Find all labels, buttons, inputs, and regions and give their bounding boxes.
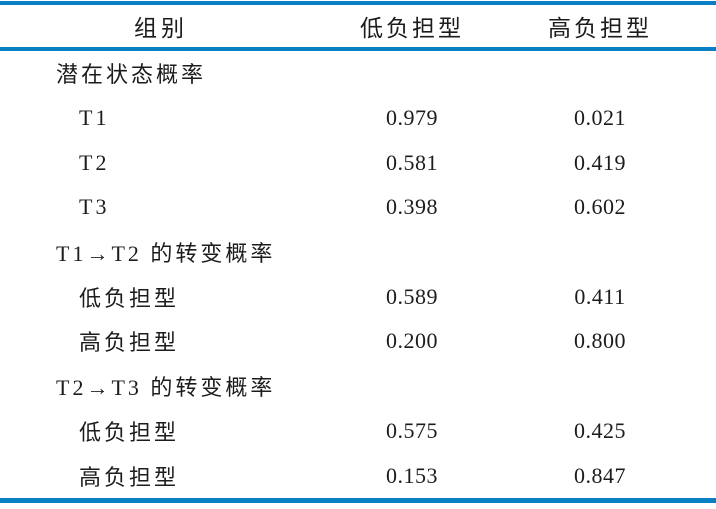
cell-low-burden: 0.979 <box>386 105 438 131</box>
table-row: T3 0.398 0.602 <box>0 185 716 230</box>
cell-high-burden: 0.847 <box>574 462 626 488</box>
cell-low-burden: 0.581 <box>386 149 438 175</box>
table-row: 高负担型 0.153 0.847 <box>0 453 716 498</box>
row-label: T3 <box>79 194 110 220</box>
cell-high-burden: 0.800 <box>574 328 626 354</box>
table-header-rule <box>0 47 716 51</box>
row-label: 高负担型 <box>79 330 180 356</box>
table-row: T2 0.581 0.419 <box>0 140 716 185</box>
cell-low-burden: 0.200 <box>386 328 438 354</box>
cell-high-burden: 0.602 <box>574 194 626 220</box>
cell-low-burden: 0.589 <box>386 283 438 309</box>
table-row-section: 潜在状态概率 <box>0 51 716 96</box>
table-body: 潜在状态概率 T1 0.979 0.021 T2 0.581 0.419 T3 … <box>0 51 716 498</box>
cell-high-burden: 0.425 <box>574 417 626 443</box>
table-header-row: 组别 低负担型 高负担型 <box>0 5 716 47</box>
row-label: T1 <box>79 105 110 131</box>
table-row-section: T1→T2 的转变概率 <box>0 230 716 275</box>
row-label: T2 <box>79 149 110 175</box>
row-label: 低负担型 <box>79 419 180 445</box>
table-row: T1 0.979 0.021 <box>0 96 716 141</box>
table-top-rule <box>0 1 716 5</box>
cell-high-burden: 0.419 <box>574 149 626 175</box>
table-row: 高负担型 0.200 0.800 <box>0 319 716 364</box>
cell-high-burden: 0.411 <box>574 283 626 309</box>
cell-low-burden: 0.398 <box>386 194 438 220</box>
column-header-low-burden: 低负担型 <box>360 16 464 41</box>
cell-low-burden: 0.153 <box>386 462 438 488</box>
row-label: 低负担型 <box>79 285 180 311</box>
table-row: 低负担型 0.589 0.411 <box>0 274 716 319</box>
cell-high-burden: 0.021 <box>574 105 626 131</box>
table-bottom-rule <box>0 497 716 503</box>
cell-low-burden: 0.575 <box>386 417 438 443</box>
column-header-group: 组别 <box>134 16 188 41</box>
column-header-high-burden: 高负担型 <box>548 16 652 41</box>
row-label: 潜在状态概率 <box>56 62 207 88</box>
row-label: 高负担型 <box>79 464 180 490</box>
row-label: T1→T2 的转变概率 <box>56 241 276 267</box>
row-label: T2→T3 的转变概率 <box>56 375 276 401</box>
table-row-section: T2→T3 的转变概率 <box>0 364 716 409</box>
table-row: 低负担型 0.575 0.425 <box>0 409 716 454</box>
